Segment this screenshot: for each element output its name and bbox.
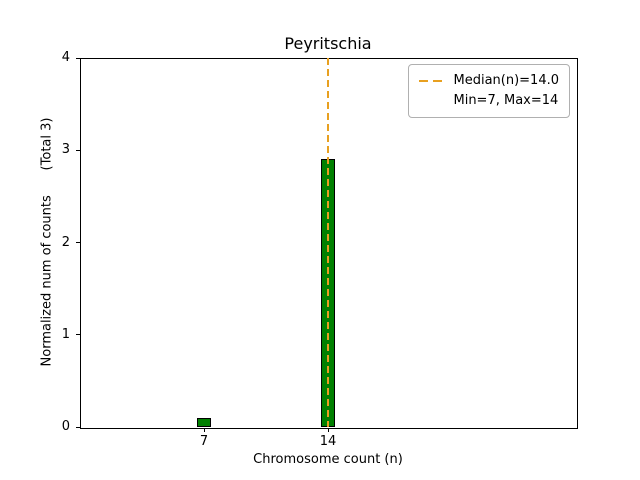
x-tick bbox=[203, 428, 205, 432]
y-tick-label: 0 bbox=[61, 419, 70, 434]
dashed-line-icon bbox=[419, 80, 446, 83]
y-tick bbox=[76, 242, 80, 243]
x-tick-label: 14 bbox=[319, 434, 337, 449]
y-tick-label: 2 bbox=[61, 234, 70, 250]
legend-item-minmax: Min=7, Max=14 bbox=[419, 91, 559, 111]
legend: Median(n)=14.0 Min=7, Max=14 bbox=[408, 64, 570, 119]
x-tick bbox=[327, 428, 329, 432]
y-tick-label: 3 bbox=[61, 142, 70, 158]
median-line bbox=[327, 58, 329, 427]
y-tick-label: 1 bbox=[61, 326, 70, 342]
legend-median-label: Median(n)=14.0 bbox=[453, 73, 559, 88]
chart-title: Peyritschia bbox=[284, 34, 372, 53]
y-tick bbox=[76, 149, 80, 151]
y-tick bbox=[76, 57, 80, 59]
legend-minmax-label: Min=7, Max=14 bbox=[453, 93, 559, 109]
y-tick bbox=[76, 334, 80, 336]
legend-item-median: Median(n)=14.0 bbox=[419, 71, 559, 91]
y-tick bbox=[76, 426, 80, 428]
x-tick-label: 7 bbox=[199, 434, 209, 449]
y-tick-label: 4 bbox=[61, 50, 70, 65]
bar bbox=[196, 417, 212, 427]
x-axis-label: Chromosome count (n) bbox=[253, 452, 403, 467]
